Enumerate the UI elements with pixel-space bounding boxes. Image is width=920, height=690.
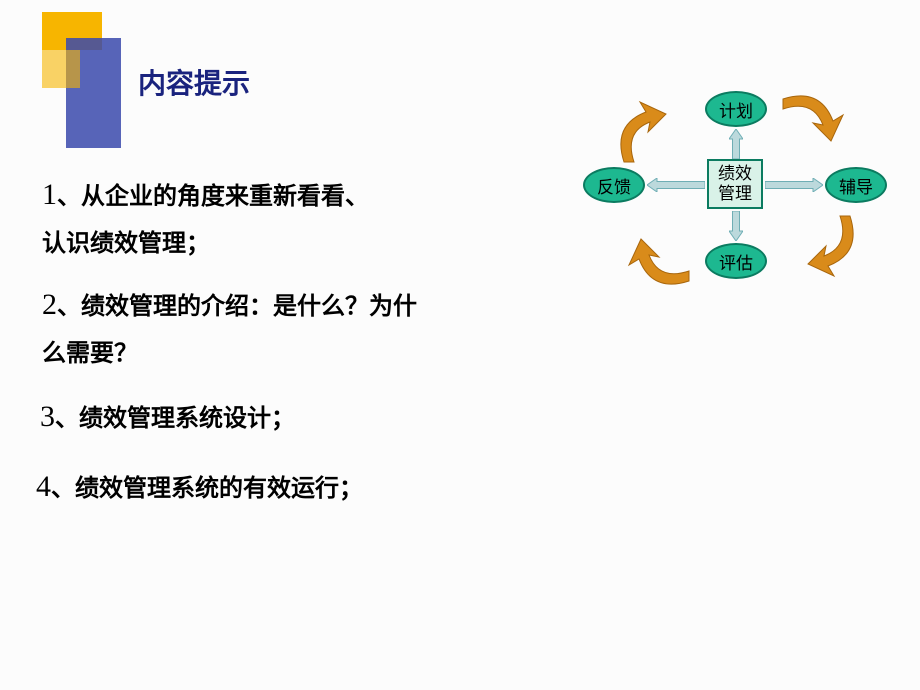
decoration-rect bbox=[42, 50, 80, 88]
connector-arrow-icon bbox=[729, 211, 743, 246]
cycle-arrow-icon bbox=[614, 100, 674, 170]
cycle-arrow-icon bbox=[800, 208, 860, 278]
outline-text: 么需要？ bbox=[42, 340, 138, 367]
outline-text: 、绩效管理系统的有效运行； bbox=[51, 475, 363, 502]
cycle-arrow-icon bbox=[775, 89, 845, 149]
outline-text: 认识绩效管理； bbox=[42, 230, 210, 257]
outline-number: 1 bbox=[42, 178, 57, 211]
diagram-node-coach: 辅导 bbox=[825, 167, 887, 203]
outline-text: 、绩效管理系统设计； bbox=[55, 405, 295, 432]
cycle-diagram: 计划辅导评估 反馈 绩效管理 bbox=[565, 75, 905, 300]
diagram-node-assess: 评估 bbox=[705, 243, 767, 279]
outline-number: 3 bbox=[40, 400, 55, 433]
diagram-node-feedback: 反馈 bbox=[583, 167, 645, 203]
outline-item-3: 3、绩效管理系统设计； bbox=[40, 390, 295, 444]
connector-arrow-icon bbox=[647, 178, 705, 197]
outline-text: 、从企业的角度来重新看看、 bbox=[57, 183, 369, 210]
diagram-center-node: 绩效管理 bbox=[707, 159, 763, 209]
outline-item-2: 2、绩效管理的介绍：是什么？为什么需要？ bbox=[42, 278, 417, 375]
outline-text: 、绩效管理的介绍：是什么？为什 bbox=[57, 293, 417, 320]
connector-arrow-icon bbox=[765, 178, 823, 197]
diagram-node-plan: 计划 bbox=[705, 91, 767, 127]
outline-item-4: 4、绩效管理系统的有效运行； bbox=[36, 460, 363, 514]
outline-number: 4 bbox=[36, 470, 51, 503]
outline-item-1: 1、从企业的角度来重新看看、认识绩效管理； bbox=[42, 168, 369, 265]
cycle-arrow-icon bbox=[627, 231, 697, 291]
page-title: 内容提示 bbox=[138, 62, 250, 102]
outline-number: 2 bbox=[42, 288, 57, 321]
